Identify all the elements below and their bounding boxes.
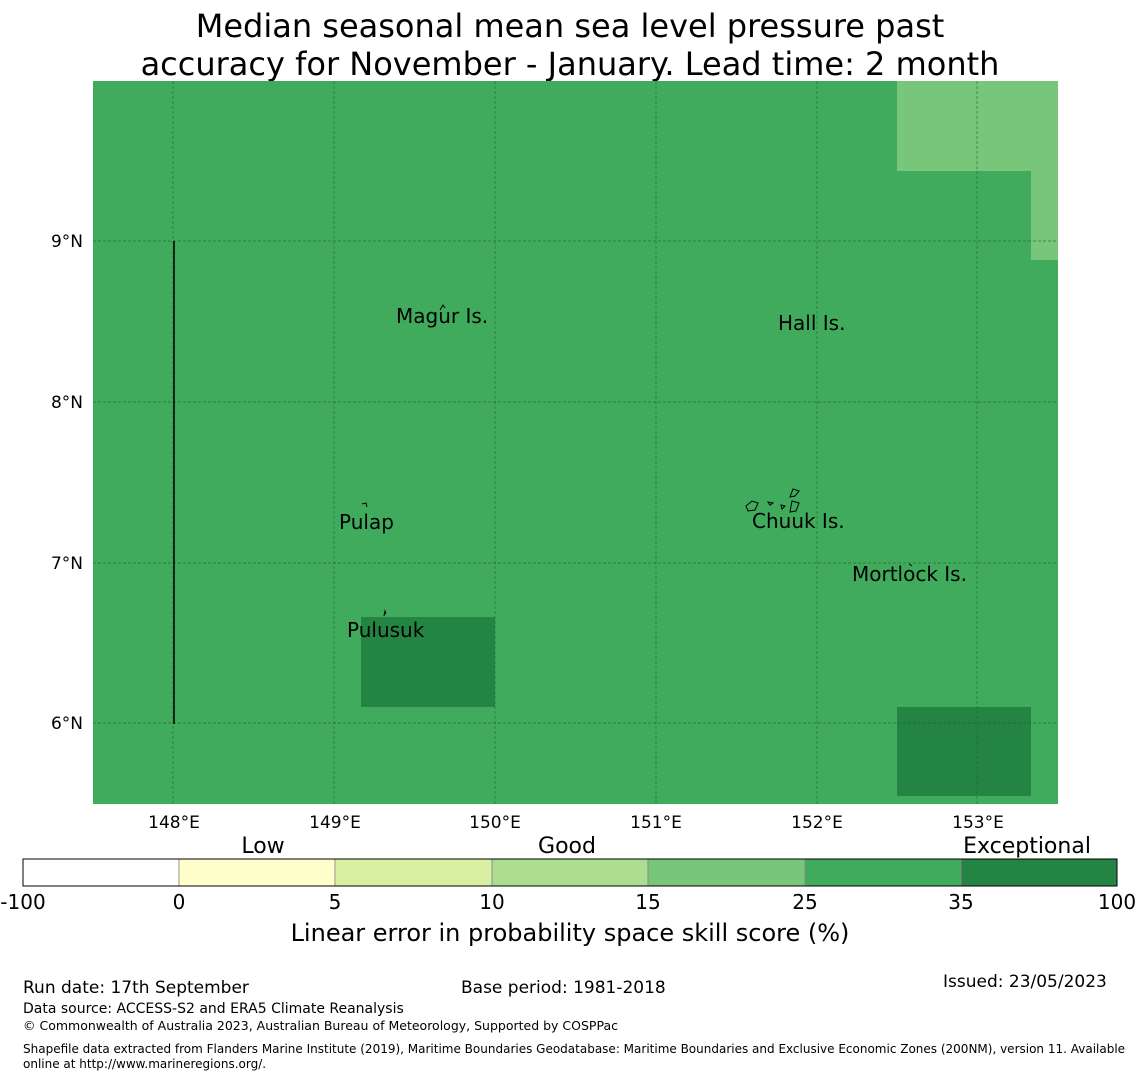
colorbar-ticks: -100 0 5 10 15 25 35 100: [0, 890, 1136, 914]
exceptional-cell-se: [897, 707, 1031, 796]
colorbar-category-exceptional: Exceptional: [963, 834, 1091, 859]
gridlines: [93, 81, 1058, 804]
colorbar-tick-35: 35: [948, 890, 973, 914]
lon-label-151e: 151°E: [630, 813, 682, 833]
chart-title-line1: Median seasonal mean sea level pressure …: [195, 7, 945, 45]
good-cell-ne: [897, 81, 1058, 171]
lon-label-152e: 152°E: [791, 813, 843, 833]
colorbar-segment-5-10: [334, 858, 493, 887]
colorbar-tick-25: 25: [792, 890, 817, 914]
colorbar-category-good: Good: [538, 834, 596, 859]
longitude-labels: 148°E 149°E 150°E 151°E 152°E 153°E: [148, 813, 1004, 833]
place-label-chuuk: Chuuk Is.: [752, 509, 845, 533]
colorbar-category-low: Low: [241, 834, 284, 859]
place-labels: Magur Is. Hall Is. Pulap Chuuk Is. Mortl…: [339, 304, 967, 642]
colorbar-tick-15: 15: [635, 890, 660, 914]
place-label-magur: Magur Is.: [396, 304, 488, 328]
chart-title-line2: accuracy for November - January. Lead ti…: [140, 45, 1000, 83]
island-chuuk-reef: [789, 488, 800, 498]
exceptional-cell-pulusuk: [361, 617, 495, 707]
lat-label-7n: 7°N: [51, 554, 83, 574]
shapefile-credit: Shapefile data extracted from Flanders M…: [23, 1042, 1126, 1071]
colorbar-tick-10: 10: [479, 890, 504, 914]
colorbar-title: Linear error in probability space skill …: [291, 919, 850, 947]
data-source: Data source: ACCESS-S2 and ERA5 Climate …: [23, 1001, 404, 1017]
colorbar-tick-neg100: -100: [0, 890, 45, 914]
map-background-cell: [93, 81, 1058, 804]
island-pulap: [361, 502, 368, 508]
colorbar-frame: [22, 858, 1118, 887]
island-chuuk-lagoon-1: [745, 500, 759, 512]
skill-map: [93, 81, 1058, 804]
island-pulusuk: [383, 609, 387, 617]
latitude-labels: 9°N 8°N 7°N 6°N: [51, 232, 83, 734]
colorbar-segment-15-25: [647, 858, 806, 887]
place-label-hall: Hall Is.: [778, 311, 845, 335]
place-label-pulusuk: Pulusuk: [347, 618, 425, 642]
good-cell-ne-edge: [1031, 171, 1058, 260]
colorbar-segments: [22, 858, 1118, 887]
place-label-mortlock: Mortlock Is.: [852, 562, 967, 586]
lon-label-149e: 149°E: [309, 813, 361, 833]
lat-label-9n: 9°N: [51, 232, 83, 252]
colorbar-segment-10-15: [491, 858, 649, 887]
colorbar-tick-100: 100: [1098, 890, 1136, 914]
run-date: Run date: 17th September: [23, 978, 249, 998]
island-chuuk-lagoon-2: [766, 501, 775, 506]
place-label-pulap: Pulap: [339, 510, 394, 534]
lat-label-8n: 8°N: [51, 393, 83, 413]
island-chuuk-lagoon-3: [780, 504, 786, 510]
colorbar-segment-neg100-0: [22, 858, 180, 887]
colorbar-segment-25-35: [804, 858, 962, 887]
base-period: Base period: 1981-2018: [461, 978, 666, 998]
colorbar-tick-0: 0: [173, 890, 186, 914]
lat-label-6n: 6°N: [51, 714, 83, 734]
colorbar-segment-0-5: [178, 858, 336, 887]
island-outlines: [361, 304, 913, 617]
colorbar-segment-35-100: [960, 858, 1118, 887]
lon-label-150e: 150°E: [469, 813, 521, 833]
island-chuuk-lagoon-4: [789, 500, 800, 513]
issued-date: Issued: 23/05/2023: [943, 972, 1107, 992]
lon-label-148e: 148°E: [148, 813, 200, 833]
lon-label-153e: 153°E: [952, 813, 1004, 833]
colorbar: Low Good Exceptional -100 0 5 10 15 25 3…: [0, 834, 1136, 947]
copyright-notice: © Commonwealth of Australia 2023, Austra…: [23, 1018, 618, 1033]
island-mortlock: [908, 563, 913, 567]
island-magur: [439, 304, 446, 311]
colorbar-tick-5: 5: [329, 890, 342, 914]
